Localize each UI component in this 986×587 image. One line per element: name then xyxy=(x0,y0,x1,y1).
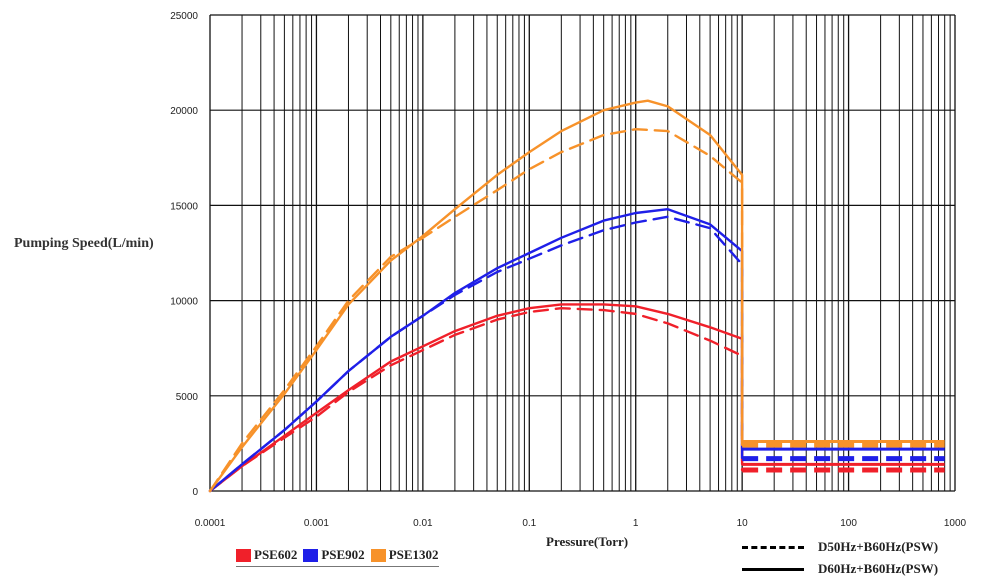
line-style-legend: D50Hz+B60Hz(PSW) D60Hz+B60Hz(PSW) xyxy=(742,536,938,580)
x-tick-label: 0.01 xyxy=(413,518,433,529)
y-tick-label: 25000 xyxy=(170,11,198,22)
x-tick-label: 100 xyxy=(840,518,857,529)
legend-label-pse1302: PSE1302 xyxy=(388,547,439,562)
series-pse1302-dashed xyxy=(208,127,744,493)
y-axis-label: Pumping Speed(L/min) xyxy=(14,236,154,251)
x-tick-label: 0.0001 xyxy=(195,518,226,529)
tick-labels: 0 5000 10000 15000 20000 25000 0.0001 0.001 0.01… xyxy=(170,11,966,529)
legend-item-pse602: PSE602 xyxy=(236,547,297,563)
series-pse602-solid xyxy=(208,303,744,493)
legend-swatch-pse1302 xyxy=(370,548,386,562)
x-tick-label: 10 xyxy=(737,518,749,529)
legend-solid-line xyxy=(742,567,804,571)
x-tick-label: 1 xyxy=(633,518,639,529)
y-tick-label: 5000 xyxy=(176,392,199,403)
series-pse902-solid xyxy=(208,207,744,493)
legend-swatch-pse902 xyxy=(303,548,319,562)
legend-dashed-label: D50Hz+B60Hz(PSW) xyxy=(818,539,939,554)
legend-swatch-pse602 xyxy=(236,548,251,562)
legend-label-pse902: PSE902 xyxy=(321,547,365,562)
legend-item-pse1302: PSE1302 xyxy=(370,547,439,563)
x-tick-label: 0.1 xyxy=(522,518,536,529)
legend-solid-row: D60Hz+B60Hz(PSW) xyxy=(742,558,938,580)
legend-dashed-row: D50Hz+B60Hz(PSW) xyxy=(742,536,938,558)
y-tick-label: 10000 xyxy=(170,297,198,308)
series-pse902-dashed xyxy=(208,215,744,493)
y-tick-label: 20000 xyxy=(170,106,198,117)
legend-label-pse602: PSE602 xyxy=(254,547,298,562)
legend-dashed-line xyxy=(742,545,804,549)
x-tick-label: 1000 xyxy=(944,518,967,529)
data-series xyxy=(208,99,945,493)
y-tick-label: 0 xyxy=(192,487,198,498)
x-tick-label: 0.001 xyxy=(304,518,329,529)
legend-solid-label: D60Hz+B60Hz(PSW) xyxy=(818,561,939,576)
y-tick-label: 15000 xyxy=(170,201,198,212)
series-pse1302-solid xyxy=(208,99,744,493)
legend-item-pse902: PSE902 xyxy=(303,547,365,563)
series-pse602-dashed xyxy=(208,307,744,493)
x-axis-label: Pressure(Torr) xyxy=(546,534,629,549)
model-legend: PSE602 PSE902 PSE1302 xyxy=(236,547,439,567)
grid xyxy=(209,14,956,492)
